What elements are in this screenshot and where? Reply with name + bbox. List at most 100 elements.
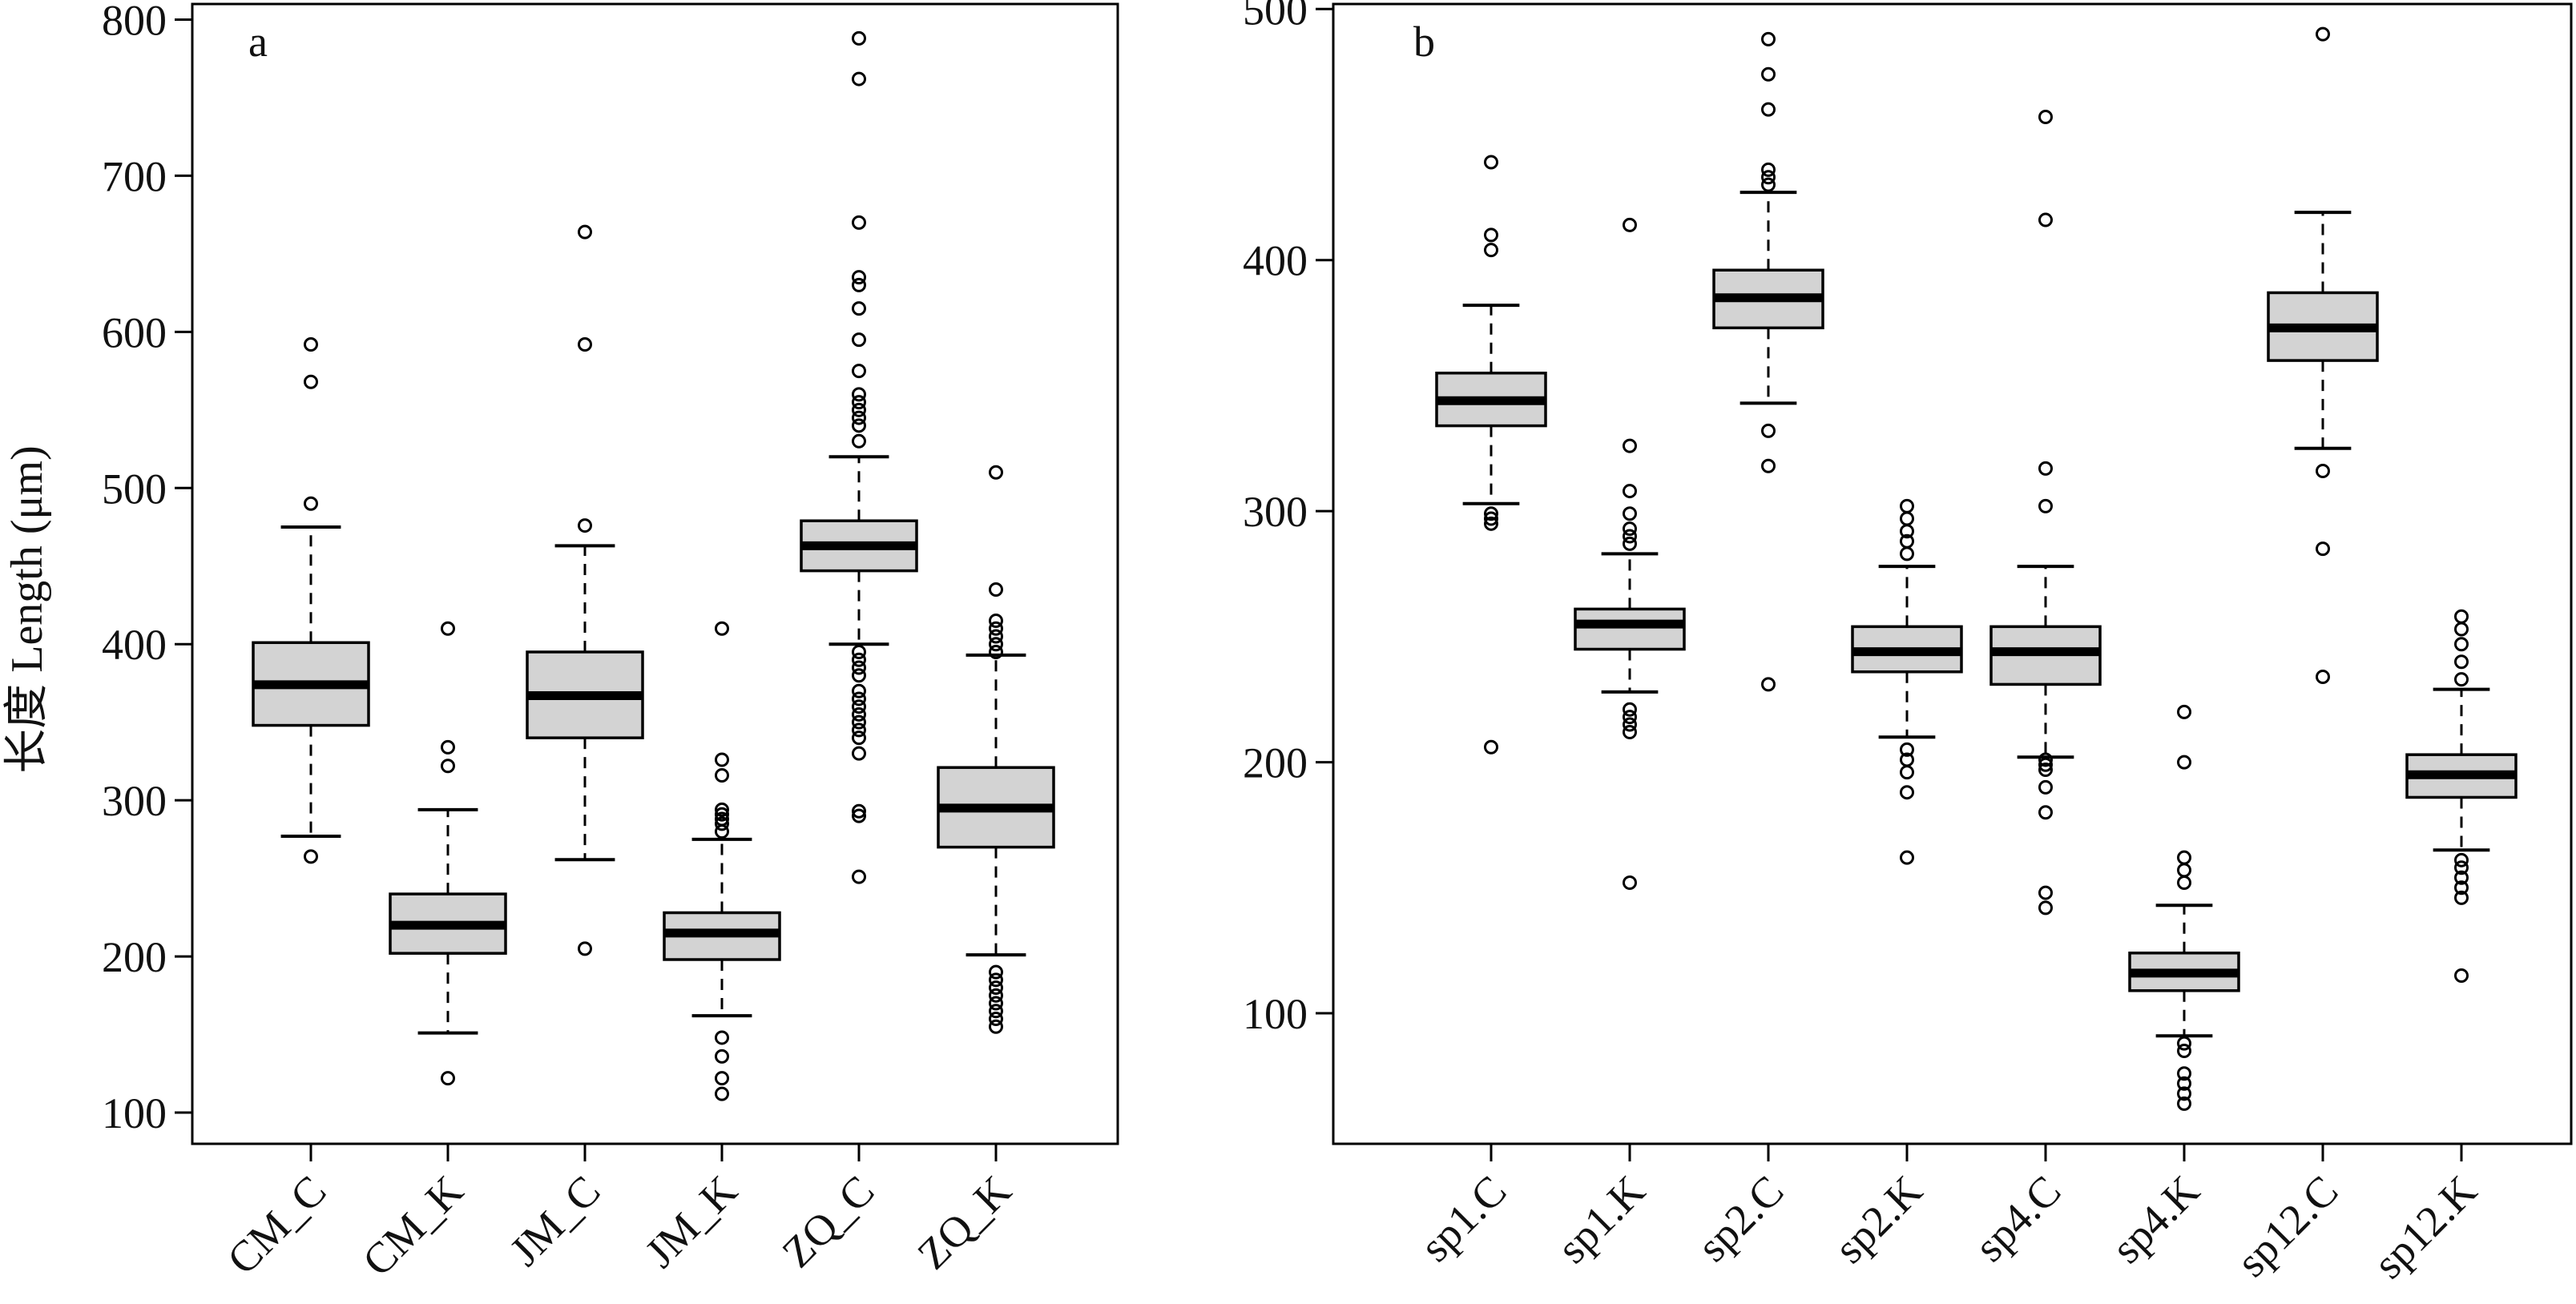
outlier-point [852, 301, 866, 316]
outlier-point [1623, 724, 1637, 739]
box-sp1.C [1435, 155, 1547, 755]
box-ZQ_K [937, 465, 1055, 1034]
outlier-point [852, 808, 866, 823]
outlier-point [989, 996, 1003, 1011]
outlier-point [2316, 541, 2330, 557]
outlier-point [715, 621, 729, 636]
box-sp12.C [2267, 26, 2379, 685]
outlier-point [989, 1019, 1003, 1034]
outlier-point [2177, 850, 2191, 865]
outlier-point [2038, 752, 2053, 767]
outlier-point [1623, 702, 1637, 717]
outlier-point [578, 336, 592, 352]
outlier-point [852, 869, 866, 884]
outlier-point [2316, 670, 2330, 685]
outlier-point [852, 71, 866, 87]
outlier-point [989, 964, 1003, 980]
outlier-point [1623, 536, 1637, 551]
y-axis-label: 长度 Length (μm) [2, 445, 52, 774]
x-tick-label: sp12.K [2364, 1166, 2486, 1288]
outlier-point [2454, 870, 2469, 885]
y-tick-label: 600 [102, 308, 167, 356]
outlier-point [989, 980, 1003, 996]
outlier-point [2177, 1044, 2191, 1059]
outlier-point [715, 802, 729, 817]
x-tick-label: sp4.K [2102, 1166, 2209, 1273]
box-sp4.K [2128, 704, 2240, 1111]
outlier-point [2177, 1096, 2191, 1111]
outlier-point [852, 277, 866, 292]
outlier-point [1623, 717, 1637, 732]
x-tick-label: sp1.K [1548, 1166, 1655, 1273]
outlier-point [852, 730, 866, 746]
outlier-point [441, 739, 455, 755]
outlier-point [304, 496, 318, 511]
outlier-point [2038, 212, 2053, 227]
plot-frame-b [1332, 2, 2573, 1145]
outlier-point [2454, 654, 2469, 670]
outlier-point [1761, 102, 1776, 117]
outlier-point [989, 621, 1003, 636]
y-tick-label: 400 [102, 621, 167, 669]
outlier-point [1900, 533, 1914, 549]
y-tick-label: 100 [102, 1089, 167, 1137]
x-tick-label: CM_K [353, 1166, 473, 1286]
iqr-box [1574, 607, 1686, 651]
outlier-point [578, 224, 592, 239]
outlier-point [578, 518, 592, 533]
y-tick-label: 200 [1243, 739, 1308, 787]
y-axis-b: 100 200 300 400 500 [1243, 0, 1333, 1038]
outlier-point [852, 683, 866, 698]
outlier-point [2038, 110, 2053, 125]
outlier-point [989, 1004, 1003, 1019]
box-JM_C [526, 224, 644, 956]
box-CM_C [252, 336, 370, 864]
outlier-point [2177, 863, 2191, 878]
y-tick-label: 800 [102, 0, 167, 44]
outlier-point [989, 465, 1003, 480]
outlier-point [715, 1071, 729, 1086]
y-tick-label: 300 [102, 777, 167, 825]
outlier-point [304, 374, 318, 389]
outlier-point [1761, 177, 1776, 192]
outlier-point [852, 410, 866, 425]
plot-frame-a [191, 2, 1119, 1145]
outlier-point [578, 941, 592, 956]
outlier-point [1623, 438, 1637, 453]
outlier-point [1623, 710, 1637, 725]
outlier-point [852, 215, 866, 230]
x-tick-label: CM_C [218, 1166, 335, 1283]
x-tick-label: sp1.C [1411, 1166, 1515, 1270]
outlier-point [1900, 511, 1914, 526]
outlier-point [1900, 765, 1914, 780]
outlier-point [2316, 26, 2330, 42]
outlier-point [1900, 742, 1914, 757]
outlier-point [852, 30, 866, 46]
outlier-point [852, 418, 866, 433]
x-tick-label: JM_K [636, 1166, 747, 1277]
outlier-point [1484, 739, 1498, 755]
outlier-point [2177, 1076, 2191, 1091]
outlier-point [2454, 852, 2469, 867]
outlier-point [852, 433, 866, 449]
outlier-point [852, 395, 866, 410]
outlier-point [2177, 755, 2191, 770]
outlier-point [1900, 752, 1914, 767]
outlier-point [2038, 762, 2053, 777]
outlier-point [715, 1030, 729, 1045]
outlier-point [2038, 498, 2053, 513]
outlier-point [2454, 860, 2469, 875]
boxes-b [1435, 26, 2518, 1111]
outlier-point [1761, 66, 1776, 82]
outlier-point [989, 637, 1003, 652]
outlier-point [989, 1012, 1003, 1027]
box-ZQ_C [800, 30, 918, 884]
y-tick-label: 100 [1243, 990, 1308, 1038]
panel-label-a: a [248, 18, 268, 66]
y-tick-label: 400 [1243, 237, 1308, 285]
outlier-point [989, 644, 1003, 659]
box-sp2.K [1851, 498, 1963, 865]
outlier-point [1761, 423, 1776, 438]
outlier-point [2454, 968, 2469, 983]
outlier-point [2454, 609, 2469, 624]
